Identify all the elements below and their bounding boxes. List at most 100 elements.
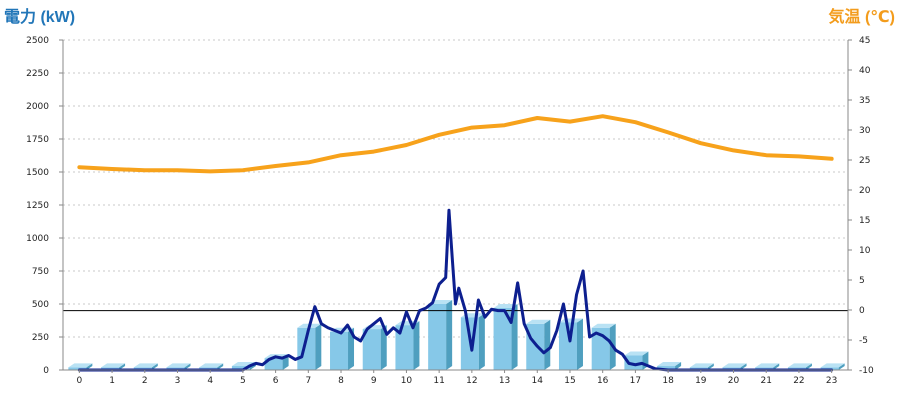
bar-side: [119, 363, 126, 370]
x-tick-label: 14: [532, 376, 544, 386]
left-tick-label: 2000: [26, 102, 49, 112]
bar-top: [133, 363, 158, 368]
x-tick-label: 4: [207, 376, 213, 386]
x-tick-label: 10: [401, 376, 413, 386]
left-tick-label: 500: [32, 300, 49, 310]
right-tick-label: 25: [859, 156, 870, 166]
bar-side: [315, 323, 322, 370]
bar-side: [773, 363, 780, 370]
right-tick-label: 0: [859, 306, 865, 316]
bar: [493, 303, 518, 370]
x-tick-label: 16: [597, 376, 609, 386]
bar: [68, 363, 93, 370]
bar-front: [624, 355, 643, 370]
bar-front: [297, 327, 316, 370]
bar-top: [591, 323, 616, 328]
left-tick-label: 250: [32, 333, 49, 343]
left-tick-label: 1750: [26, 135, 49, 145]
bar-side: [740, 363, 747, 370]
bar-side: [707, 363, 714, 370]
left-tick-label: 750: [32, 267, 49, 277]
bar: [428, 300, 453, 370]
x-tick-label: 6: [273, 376, 279, 386]
bar-front: [362, 329, 381, 370]
power-series: [77, 208, 834, 372]
bar-top: [101, 363, 126, 368]
bar-front: [657, 366, 676, 370]
bar: [297, 323, 322, 370]
right-tick-label: 15: [859, 216, 870, 226]
bar-top: [526, 319, 551, 324]
temperature-line: [77, 114, 834, 174]
x-tick-label: 23: [826, 376, 837, 386]
bar: [395, 321, 420, 370]
bar-top: [68, 363, 93, 368]
x-tick-label: 21: [761, 376, 772, 386]
right-tick-label: 35: [859, 96, 870, 106]
bar-side: [380, 325, 387, 370]
right-tick-label: 10: [859, 246, 871, 256]
bar-side: [217, 363, 224, 370]
right-tick-label: -10: [859, 366, 874, 376]
axes: [59, 39, 852, 373]
tick-labels: 02505007501000125015001750200022502500-1…: [26, 36, 874, 386]
bar-top: [199, 363, 224, 368]
bar-side: [86, 363, 93, 370]
right-tick-label: 45: [859, 36, 870, 46]
power-line: [77, 208, 834, 372]
x-tick-label: 9: [371, 376, 377, 386]
bar-front: [526, 323, 545, 370]
x-tick-label: 18: [662, 376, 674, 386]
bar-top: [689, 363, 714, 368]
bar-top: [657, 362, 682, 367]
bar-side: [184, 363, 191, 370]
x-tick-label: 22: [793, 376, 804, 386]
left-tick-label: 2250: [26, 69, 49, 79]
bar-top: [166, 363, 191, 368]
x-tick-label: 3: [175, 376, 181, 386]
bar-side: [446, 300, 453, 370]
bar-front: [68, 367, 87, 370]
right-tick-label: 40: [859, 66, 871, 76]
bar-side: [576, 318, 583, 370]
left-tick-label: 1000: [26, 234, 49, 244]
bar-front: [558, 322, 577, 370]
x-tick-label: 20: [728, 376, 740, 386]
bar-front: [493, 307, 512, 370]
bar-top: [722, 363, 747, 368]
bar-front: [428, 304, 447, 370]
bar-top: [787, 363, 812, 368]
left-tick-label: 2500: [26, 36, 49, 46]
temperature-series: [77, 114, 834, 174]
bar-side: [413, 321, 420, 370]
bar-top: [493, 303, 518, 308]
bar-side: [838, 363, 845, 370]
x-tick-label: 8: [338, 376, 344, 386]
x-tick-label: 1: [109, 376, 115, 386]
right-tick-label: -5: [859, 336, 868, 346]
x-tick-label: 7: [305, 376, 311, 386]
x-tick-label: 17: [630, 376, 641, 386]
bar-front: [330, 331, 349, 370]
bar-top: [755, 363, 780, 368]
bar-front: [231, 366, 250, 370]
left-tick-label: 1250: [26, 201, 49, 211]
bar: [526, 319, 551, 370]
right-tick-label: 30: [859, 126, 871, 136]
bar-side: [805, 363, 812, 370]
left-axis-title: 電力 (kW): [4, 7, 75, 26]
left-tick-label: 0: [43, 366, 49, 376]
right-tick-label: 5: [859, 276, 865, 286]
bar-side: [511, 303, 518, 370]
left-tick-label: 1500: [26, 168, 49, 178]
right-axis-title: 気温 (℃): [829, 7, 895, 26]
bar-side: [348, 327, 355, 370]
x-tick-label: 19: [695, 376, 707, 386]
x-tick-label: 13: [499, 376, 510, 386]
right-tick-label: 20: [859, 186, 871, 196]
x-tick-label: 15: [564, 376, 575, 386]
x-tick-label: 2: [142, 376, 148, 386]
bar-front: [395, 325, 414, 370]
bar-side: [544, 319, 551, 370]
